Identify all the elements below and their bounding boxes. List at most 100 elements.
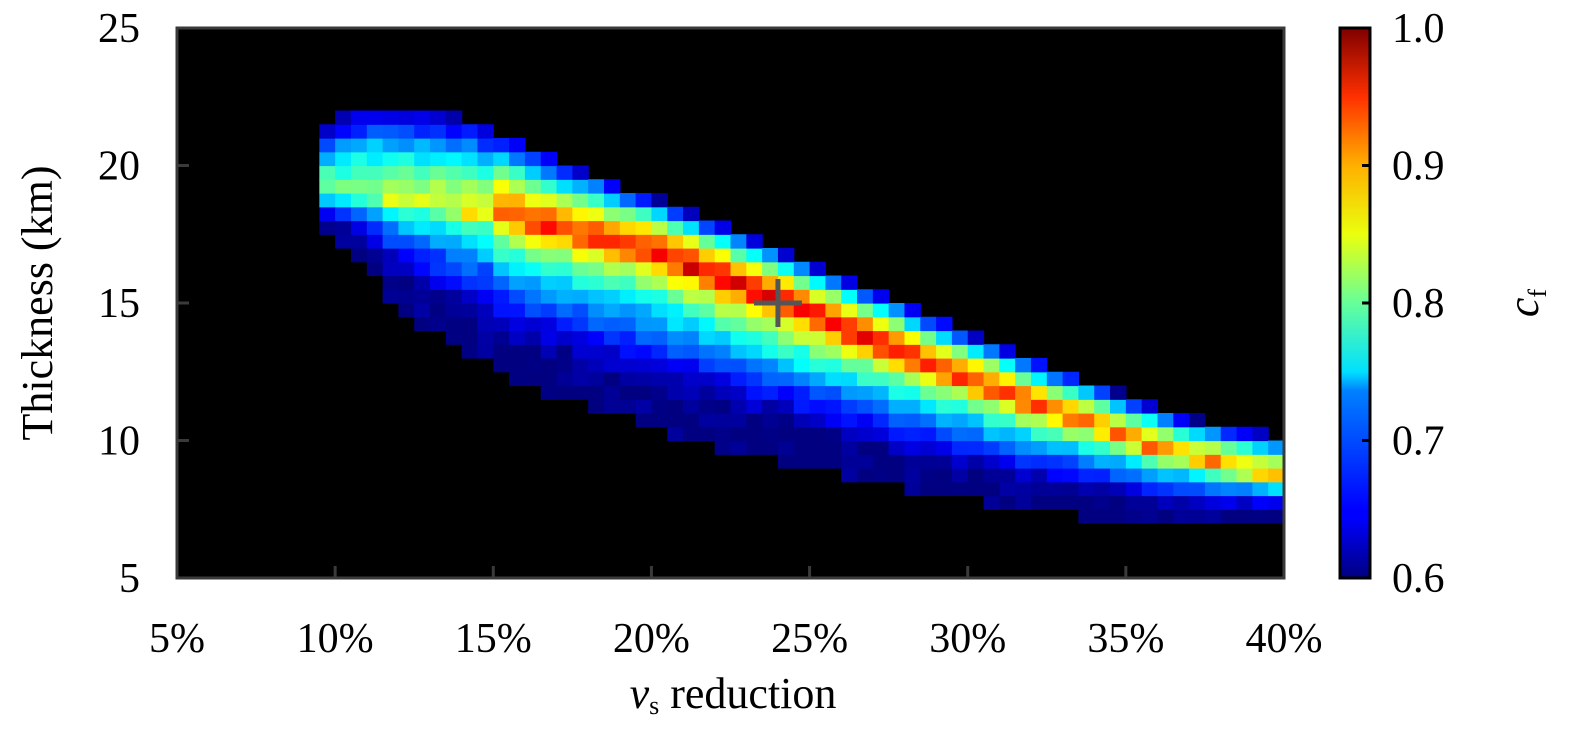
heatmap-cell [714, 358, 732, 373]
heatmap-cell [1125, 454, 1143, 469]
heatmap-cell [888, 385, 906, 400]
y-tick-label: 15 [98, 281, 140, 327]
heatmap-cell [904, 426, 921, 442]
heatmap-cell [872, 440, 890, 455]
heatmap-cell [524, 151, 542, 167]
heatmap-cell [1173, 468, 1190, 483]
heatmap-cell [762, 330, 779, 345]
heatmap-cell [983, 371, 1000, 387]
heatmap-cell [920, 468, 937, 483]
heatmap-cell [603, 385, 621, 400]
heatmap-cell [635, 330, 653, 345]
heatmap-cell [524, 316, 542, 332]
heatmap-cell [556, 289, 573, 304]
heatmap-cell [1062, 385, 1080, 400]
heatmap-cell [651, 385, 668, 400]
heatmap-cell [493, 261, 510, 277]
heatmap-cell [350, 248, 368, 263]
heatmap-cell [556, 206, 573, 222]
heatmap-cell [809, 275, 826, 290]
heatmap-cell [430, 234, 447, 249]
heatmap-cell [1062, 468, 1080, 483]
heatmap-cell [414, 124, 431, 139]
heatmap-cell [762, 440, 779, 455]
heatmap-cell [983, 399, 1000, 414]
colorbar-label: cf [1499, 289, 1552, 318]
heatmap-cell [414, 165, 431, 180]
heatmap-cell [667, 330, 684, 345]
heatmap-cell [540, 234, 558, 249]
heatmap-cell [667, 385, 684, 400]
heatmap-cell [477, 138, 494, 153]
heatmap-cell [619, 358, 637, 373]
heatmap-cell [793, 426, 811, 442]
heatmap-cell [414, 289, 431, 304]
heatmap-cell [350, 138, 368, 153]
heatmap-cell [1220, 509, 1238, 524]
heatmap-cell [335, 234, 352, 249]
heatmap-cell [888, 330, 906, 345]
heatmap-cell [888, 440, 906, 455]
heatmap-cell [1252, 509, 1269, 524]
heatmap-cell [572, 193, 589, 208]
heatmap-cell [319, 151, 336, 167]
heatmap-cell [651, 234, 668, 249]
heatmap-cell [857, 316, 874, 332]
heatmap-cell [1062, 413, 1080, 428]
heatmap-cell [967, 481, 985, 497]
heatmap-cell [809, 399, 826, 414]
heatmap-cell [698, 234, 716, 249]
heatmap-cell [667, 289, 684, 304]
heatmap-cell [1062, 371, 1080, 387]
heatmap-cell [698, 358, 716, 373]
heatmap-cell [1030, 440, 1048, 455]
heatmap-cell [398, 206, 415, 222]
heatmap-cell [1046, 399, 1064, 414]
heatmap-cell [730, 399, 747, 414]
heatmap-cell [746, 289, 763, 304]
heatmap-cell [762, 303, 779, 318]
heatmap-cell [556, 220, 573, 235]
heatmap-cell [714, 316, 732, 332]
heatmap-cell [762, 289, 779, 304]
heatmap-cell [382, 165, 399, 180]
heatmap-cell [588, 220, 605, 235]
heatmap-cell [983, 413, 1000, 428]
heatmap-cell [1220, 426, 1238, 442]
heatmap-cell [430, 289, 447, 304]
heatmap-cell [698, 220, 716, 235]
heatmap-cell [1252, 481, 1269, 497]
heatmap-cell [1157, 468, 1174, 483]
heatmap-cell [398, 234, 415, 249]
heatmap-cell [588, 330, 605, 345]
heatmap-cell [793, 316, 811, 332]
heatmap-cell [999, 481, 1016, 497]
heatmap-cell [477, 303, 494, 318]
heatmap-cell [366, 110, 384, 125]
heatmap-cell [619, 330, 637, 345]
heatmap-cell [920, 440, 937, 455]
heatmap-cell [1094, 454, 1111, 469]
heatmap-cell [825, 440, 842, 455]
heatmap-cell [714, 426, 732, 442]
heatmap-cell [588, 371, 605, 387]
heatmap-cell [730, 385, 747, 400]
heatmap-cell [493, 193, 510, 208]
heatmap-cell [746, 399, 763, 414]
heatmap-cell [651, 275, 668, 290]
colorbar-tick-label: 0.9 [1392, 144, 1445, 190]
heatmap-cell [1125, 468, 1143, 483]
heatmap-cell [1015, 426, 1032, 442]
heatmap-cell [572, 358, 589, 373]
heatmap-cell [777, 275, 795, 290]
heatmap-cell [1125, 495, 1143, 510]
heatmap-cell [430, 151, 447, 167]
heatmap-cell [872, 399, 890, 414]
heatmap-cell [430, 275, 447, 290]
heatmap-cell [414, 151, 431, 167]
heatmap-cell [509, 151, 526, 167]
heatmap-cell [730, 344, 747, 359]
heatmap-cell [603, 234, 621, 249]
heatmap-cell [540, 261, 558, 277]
heatmap-cell [1268, 495, 1284, 510]
